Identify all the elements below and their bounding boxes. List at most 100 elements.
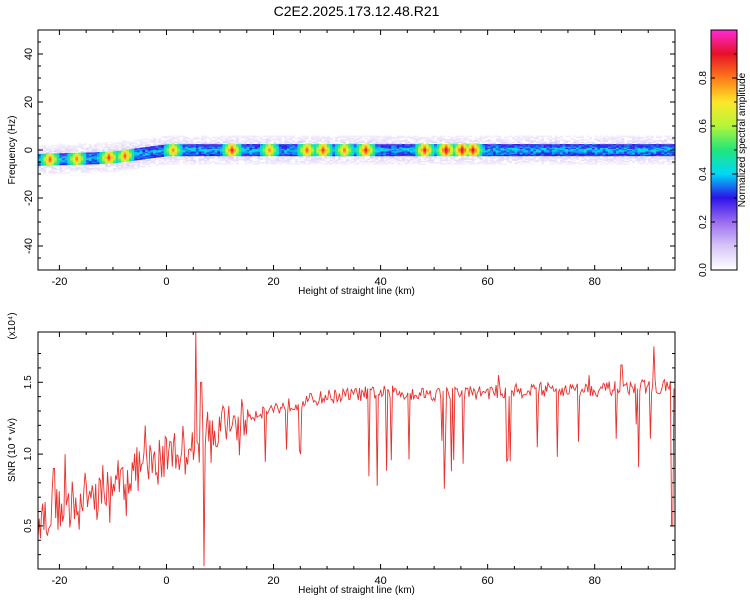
heatmap-cell xyxy=(388,162,392,164)
heatmap-cell xyxy=(185,152,189,154)
heatmap-cell xyxy=(249,148,253,151)
heatmap-cell xyxy=(54,158,57,160)
heatmap-cell xyxy=(284,150,288,152)
heatmap-cell xyxy=(75,164,79,167)
heatmap-cell xyxy=(519,158,523,160)
heatmap-cell xyxy=(163,151,167,153)
heatmap-cell xyxy=(123,166,127,168)
heatmap-cell xyxy=(645,152,649,154)
heatmap-cell xyxy=(431,135,435,137)
heatmap-cell xyxy=(166,158,170,160)
heatmap-cell xyxy=(40,160,44,163)
heatmap-cell xyxy=(530,136,534,139)
heatmap-cell xyxy=(171,160,175,163)
heatmap-cell xyxy=(198,159,202,161)
colorbar-strip xyxy=(711,166,737,168)
heatmap-cell xyxy=(605,156,609,158)
heatmap-cell xyxy=(506,148,510,151)
heatmap-cell xyxy=(107,159,111,162)
heatmap-cell xyxy=(567,152,571,154)
heatmap-cell xyxy=(99,161,103,163)
heatmap-cell xyxy=(244,158,247,160)
heatmap-cell xyxy=(345,150,349,152)
heatmap-cell xyxy=(658,154,662,157)
heatmap-cell xyxy=(166,152,170,154)
heatmap-cell xyxy=(498,140,502,142)
heatmap-cell xyxy=(402,136,405,139)
heatmap-cell xyxy=(99,153,103,155)
heatmap-cell xyxy=(592,156,595,158)
heatmap-cell xyxy=(455,148,459,151)
heatmap-cell xyxy=(249,160,253,163)
heatmap-cell xyxy=(233,140,237,142)
heatmap-cell xyxy=(185,151,189,153)
heatmap-cell xyxy=(139,159,143,161)
heatmap-cell xyxy=(286,159,290,161)
heatmap-xlabel: Height of straight line (km) xyxy=(298,286,415,297)
heatmap-cell xyxy=(393,146,397,148)
heatmap-cell xyxy=(578,154,582,157)
colorbar-strip xyxy=(711,190,737,192)
heatmap-cell xyxy=(581,135,585,137)
heatmap-cell xyxy=(661,160,665,163)
heatmap-cell xyxy=(565,145,569,147)
heatmap-cell xyxy=(195,160,199,163)
colorbar-strip xyxy=(711,264,737,266)
heatmap-cell xyxy=(629,146,633,148)
heatmap-ylabel: Frequency (Hz) xyxy=(7,116,18,185)
heatmap-cell xyxy=(294,150,298,152)
heatmap-cell xyxy=(332,160,336,163)
heatmap-cell xyxy=(345,156,349,158)
heatmap-cell xyxy=(380,150,384,152)
heatmap-cell xyxy=(123,168,127,171)
heatmap-cell xyxy=(415,138,419,140)
heatmap-cell xyxy=(185,157,189,159)
heatmap-cell xyxy=(664,157,668,159)
heatmap-cell xyxy=(535,160,539,163)
heatmap-cell xyxy=(396,145,400,147)
heatmap-cell xyxy=(431,138,435,140)
heatmap-cell xyxy=(522,147,526,149)
heatmap-cell xyxy=(260,162,264,164)
heatmap-cell xyxy=(367,141,371,143)
heatmap-cell xyxy=(602,138,606,140)
heatmap-cell xyxy=(672,162,676,164)
heatmap-cell xyxy=(621,147,625,149)
heatmap-cell xyxy=(252,135,256,137)
heatmap-cell xyxy=(316,147,320,149)
heatmap-cell xyxy=(402,159,405,161)
heatmap-cell xyxy=(273,163,277,165)
heatmap-cell xyxy=(209,152,213,154)
heatmap-cell xyxy=(257,150,261,152)
heatmap-cell xyxy=(428,139,432,141)
heatmap-cell xyxy=(439,140,443,142)
heatmap-cell xyxy=(656,150,660,152)
heatmap-cell xyxy=(415,141,419,143)
heatmap-cell xyxy=(67,150,71,152)
heatmap-cell xyxy=(78,153,82,156)
heatmap-cell xyxy=(527,139,531,141)
heatmap-xtick-label: -20 xyxy=(51,276,67,288)
heatmap-cell xyxy=(88,154,92,157)
heatmap-cell xyxy=(479,151,483,153)
colorbar-strip xyxy=(711,141,737,143)
colorbar-label: Normalized spectral amplitude xyxy=(737,72,748,207)
heatmap-cell xyxy=(423,145,427,147)
heatmap-cell xyxy=(364,135,368,137)
heatmap-cell xyxy=(450,153,454,155)
heatmap-cell xyxy=(195,136,199,139)
colorbar-strip xyxy=(711,63,737,65)
heatmap-cell xyxy=(359,145,363,147)
heatmap-cell xyxy=(551,147,555,149)
heatmap-cell xyxy=(268,147,272,149)
heatmap-cell xyxy=(230,152,234,154)
heatmap-cell xyxy=(316,154,320,157)
heatmap-cell xyxy=(388,142,392,145)
heatmap-cell xyxy=(40,158,44,160)
heatmap-cell xyxy=(56,148,60,150)
heatmap-cell xyxy=(211,153,215,155)
heatmap-cell xyxy=(610,141,614,143)
heatmap-cell xyxy=(642,150,646,152)
heatmap-cell xyxy=(533,136,537,139)
heatmap-cell xyxy=(201,148,205,151)
